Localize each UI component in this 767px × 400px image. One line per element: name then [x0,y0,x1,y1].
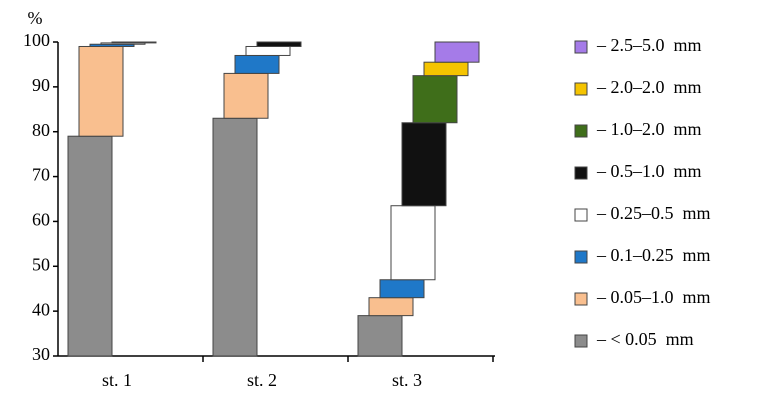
bar-segment [111,41,157,44]
y-tick-label: 30 [32,344,50,364]
legend-label: – 0.1–0.25 mm [596,245,711,265]
legend-swatch [574,334,588,348]
y-tick-label: 50 [32,254,50,274]
x-tick-label: st. 1 [102,370,132,390]
bar-segment [423,61,469,77]
bar-segment [401,122,447,207]
legend-swatch [574,292,588,306]
legend-swatch [574,208,588,222]
y-axis-label: % [28,8,43,28]
y-tick-label: 90 [32,75,50,95]
legend-label: – 1.0–2.0 mm [596,119,702,139]
legend-label: – < 0.05 mm [596,329,694,349]
bar-segment [212,117,258,357]
y-tick-label: 80 [32,120,50,140]
bar-segment [357,315,403,357]
y-tick-label: 70 [32,165,50,185]
bar-segment [234,54,280,74]
x-tick-label: st. 3 [392,370,422,390]
legend-label: – 2.5–5.0 mm [596,35,702,55]
bar-segment [379,279,425,299]
bar-segment [434,41,480,63]
y-tick-label: 100 [23,30,50,50]
legend-swatch [574,124,588,138]
legend-label: – 0.05–1.0 mm [596,287,711,307]
legend-label: – 0.5–1.0 mm [596,161,702,181]
bar-segment [245,45,291,56]
y-tick-label: 60 [32,210,50,230]
legend-swatch [574,40,588,54]
bar-segment [256,41,302,47]
legend-swatch [574,250,588,264]
y-tick-label: 40 [32,299,50,319]
bar-segment [67,135,113,357]
legend-swatch [574,166,588,180]
legend-swatch [574,82,588,96]
bar-segment [78,45,124,137]
legend-label: – 0.25–0.5 mm [596,203,711,223]
legend-label: – 2.0–2.0 mm [596,77,702,97]
bar-segment [223,72,269,119]
bar-segment [368,297,414,317]
bar-segment [412,75,458,124]
bar-segment [390,205,436,281]
x-tick-label: st. 2 [247,370,277,390]
